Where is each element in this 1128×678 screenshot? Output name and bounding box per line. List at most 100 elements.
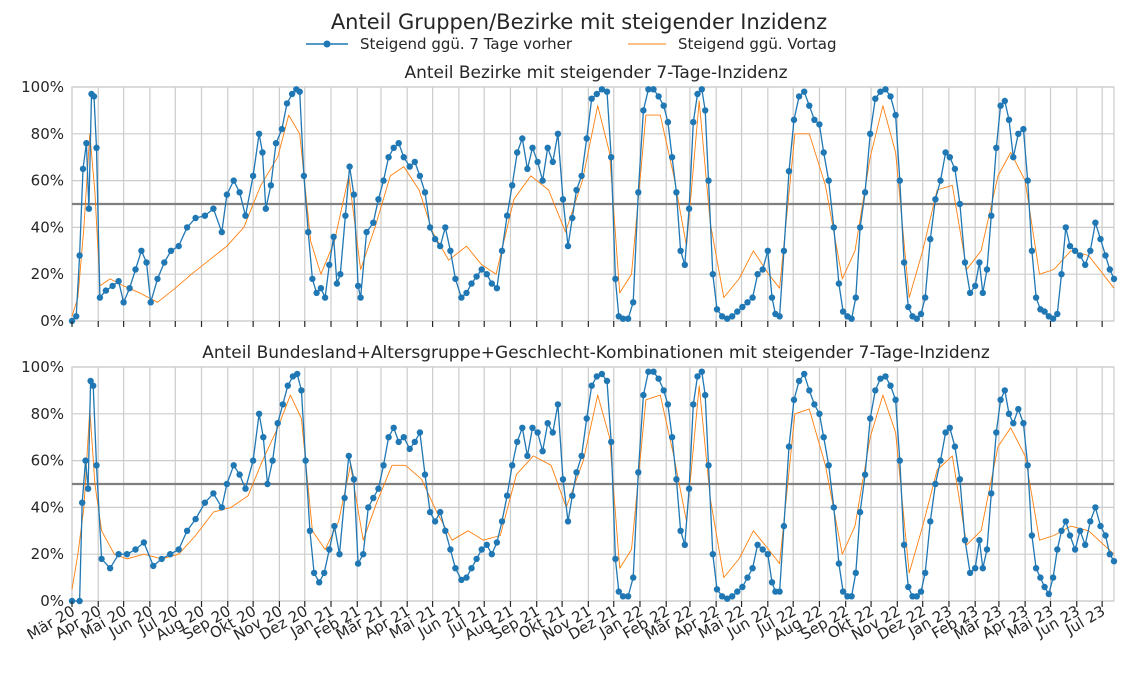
data-point-weekly [816,410,823,417]
data-point-weekly [598,370,606,378]
data-point-weekly [856,224,864,231]
data-point-weekly [900,259,908,266]
data-point-weekly [1076,252,1084,259]
data-point-weekly [140,539,148,546]
data-point-weekly [624,315,632,322]
data-point-weekly [867,415,874,422]
data-point-weekly [956,476,964,483]
data-point-weekly [84,485,92,492]
data-point-weekly [380,177,387,184]
data-point-weekly [143,259,150,266]
data-point-weekly [132,546,139,553]
data-point-weekly [539,448,546,455]
data-point-weekly [147,299,154,306]
data-point-weekly [331,522,338,530]
data-point-weekly [922,294,929,301]
data-point-weekly [272,140,280,147]
data-point-weekly [709,271,716,278]
data-point-weekly [1024,462,1031,469]
data-point-weekly [983,266,991,273]
data-point-weekly [913,593,920,600]
data-point-weekly [630,574,637,581]
data-point-weekly [83,140,90,147]
data-point-weekly [90,382,97,389]
data-point-weekly [302,457,309,464]
data-point-weekly [979,289,986,297]
data-point-weekly [493,539,501,546]
data-point-weekly [764,247,771,254]
data-point-weekly [426,508,434,516]
data-point-weekly [806,387,813,394]
data-point-weekly [442,224,449,231]
legend-entry-daily: Steigend ggü. Vortag [628,35,836,53]
data-point-weekly [306,527,314,534]
data-point-weekly [1049,574,1057,581]
data-point-weekly [759,546,766,553]
y-tick-label: 40% [31,218,64,236]
data-point-weekly [1106,266,1114,273]
data-point-weekly [724,595,731,602]
data-point-weekly [811,401,818,408]
data-point-weekly [473,555,480,563]
data-point-weekly [709,551,716,558]
data-point-weekly [411,438,418,446]
data-point-weekly [269,457,276,464]
data-point-weekly [593,90,600,98]
data-point-weekly [167,551,174,558]
data-point-weekly [785,443,793,450]
data-point-weekly [175,242,182,250]
data-point-weekly [698,86,705,93]
plot-area-districts [68,86,1118,325]
data-point-weekly [452,275,459,283]
data-point-weekly [236,189,243,196]
data-point-weekly [1110,558,1118,565]
data-point-weekly [431,518,439,525]
data-point-weekly [877,88,884,95]
y-tick-label: 40% [31,498,64,516]
data-point-weekly [478,266,485,273]
data-point-weekly [801,88,808,95]
data-point-weekly [1024,177,1031,184]
data-point-weekly [296,88,303,95]
data-point-weekly [739,303,746,311]
data-point-weekly [569,492,576,499]
data-point-weekly [951,165,959,173]
data-point-weekly [1054,546,1061,553]
data-point-weekly [806,102,813,109]
data-point-weekly [1032,294,1040,301]
data-point-weekly [317,285,325,292]
data-point-weekly [201,212,209,219]
data-point-weekly [754,541,761,548]
data-point-weekly [946,154,953,161]
data-point-weekly [780,522,788,530]
data-point-weekly [790,396,798,403]
data-point-weekly [1005,410,1013,417]
data-point-weekly [102,287,110,294]
data-point-weekly [1066,532,1074,539]
data-point-weekly [892,396,899,403]
data-point-weekly [554,130,562,137]
x-axis-state-age-sex [71,601,1103,607]
data-point-weekly [126,285,133,292]
data-point-weekly [759,266,766,273]
data-point-weekly [896,457,903,464]
data-point-weekly [350,476,358,483]
y-axis-state-age-sex: 0% 20% 40% 60% 80% 100% [21,358,64,610]
data-point-weekly [839,588,847,595]
data-point-weekly [458,576,465,584]
data-point-weekly [681,261,688,268]
data-point-weekly [1102,252,1109,259]
data-point-weekly [795,377,803,385]
data-point-weekly [612,275,619,283]
data-point-weekly [488,280,495,287]
data-point-weekly [569,214,576,222]
data-point-weekly [365,504,372,511]
data-point-weekly [1076,527,1084,534]
data-point-weekly [988,490,995,497]
data-point-weekly [835,280,843,287]
data-point-weekly [93,144,100,151]
data-point-weekly [559,196,567,203]
data-point-weekly [87,377,94,385]
data-point-weekly [848,593,855,600]
data-point-weekly [345,452,352,460]
